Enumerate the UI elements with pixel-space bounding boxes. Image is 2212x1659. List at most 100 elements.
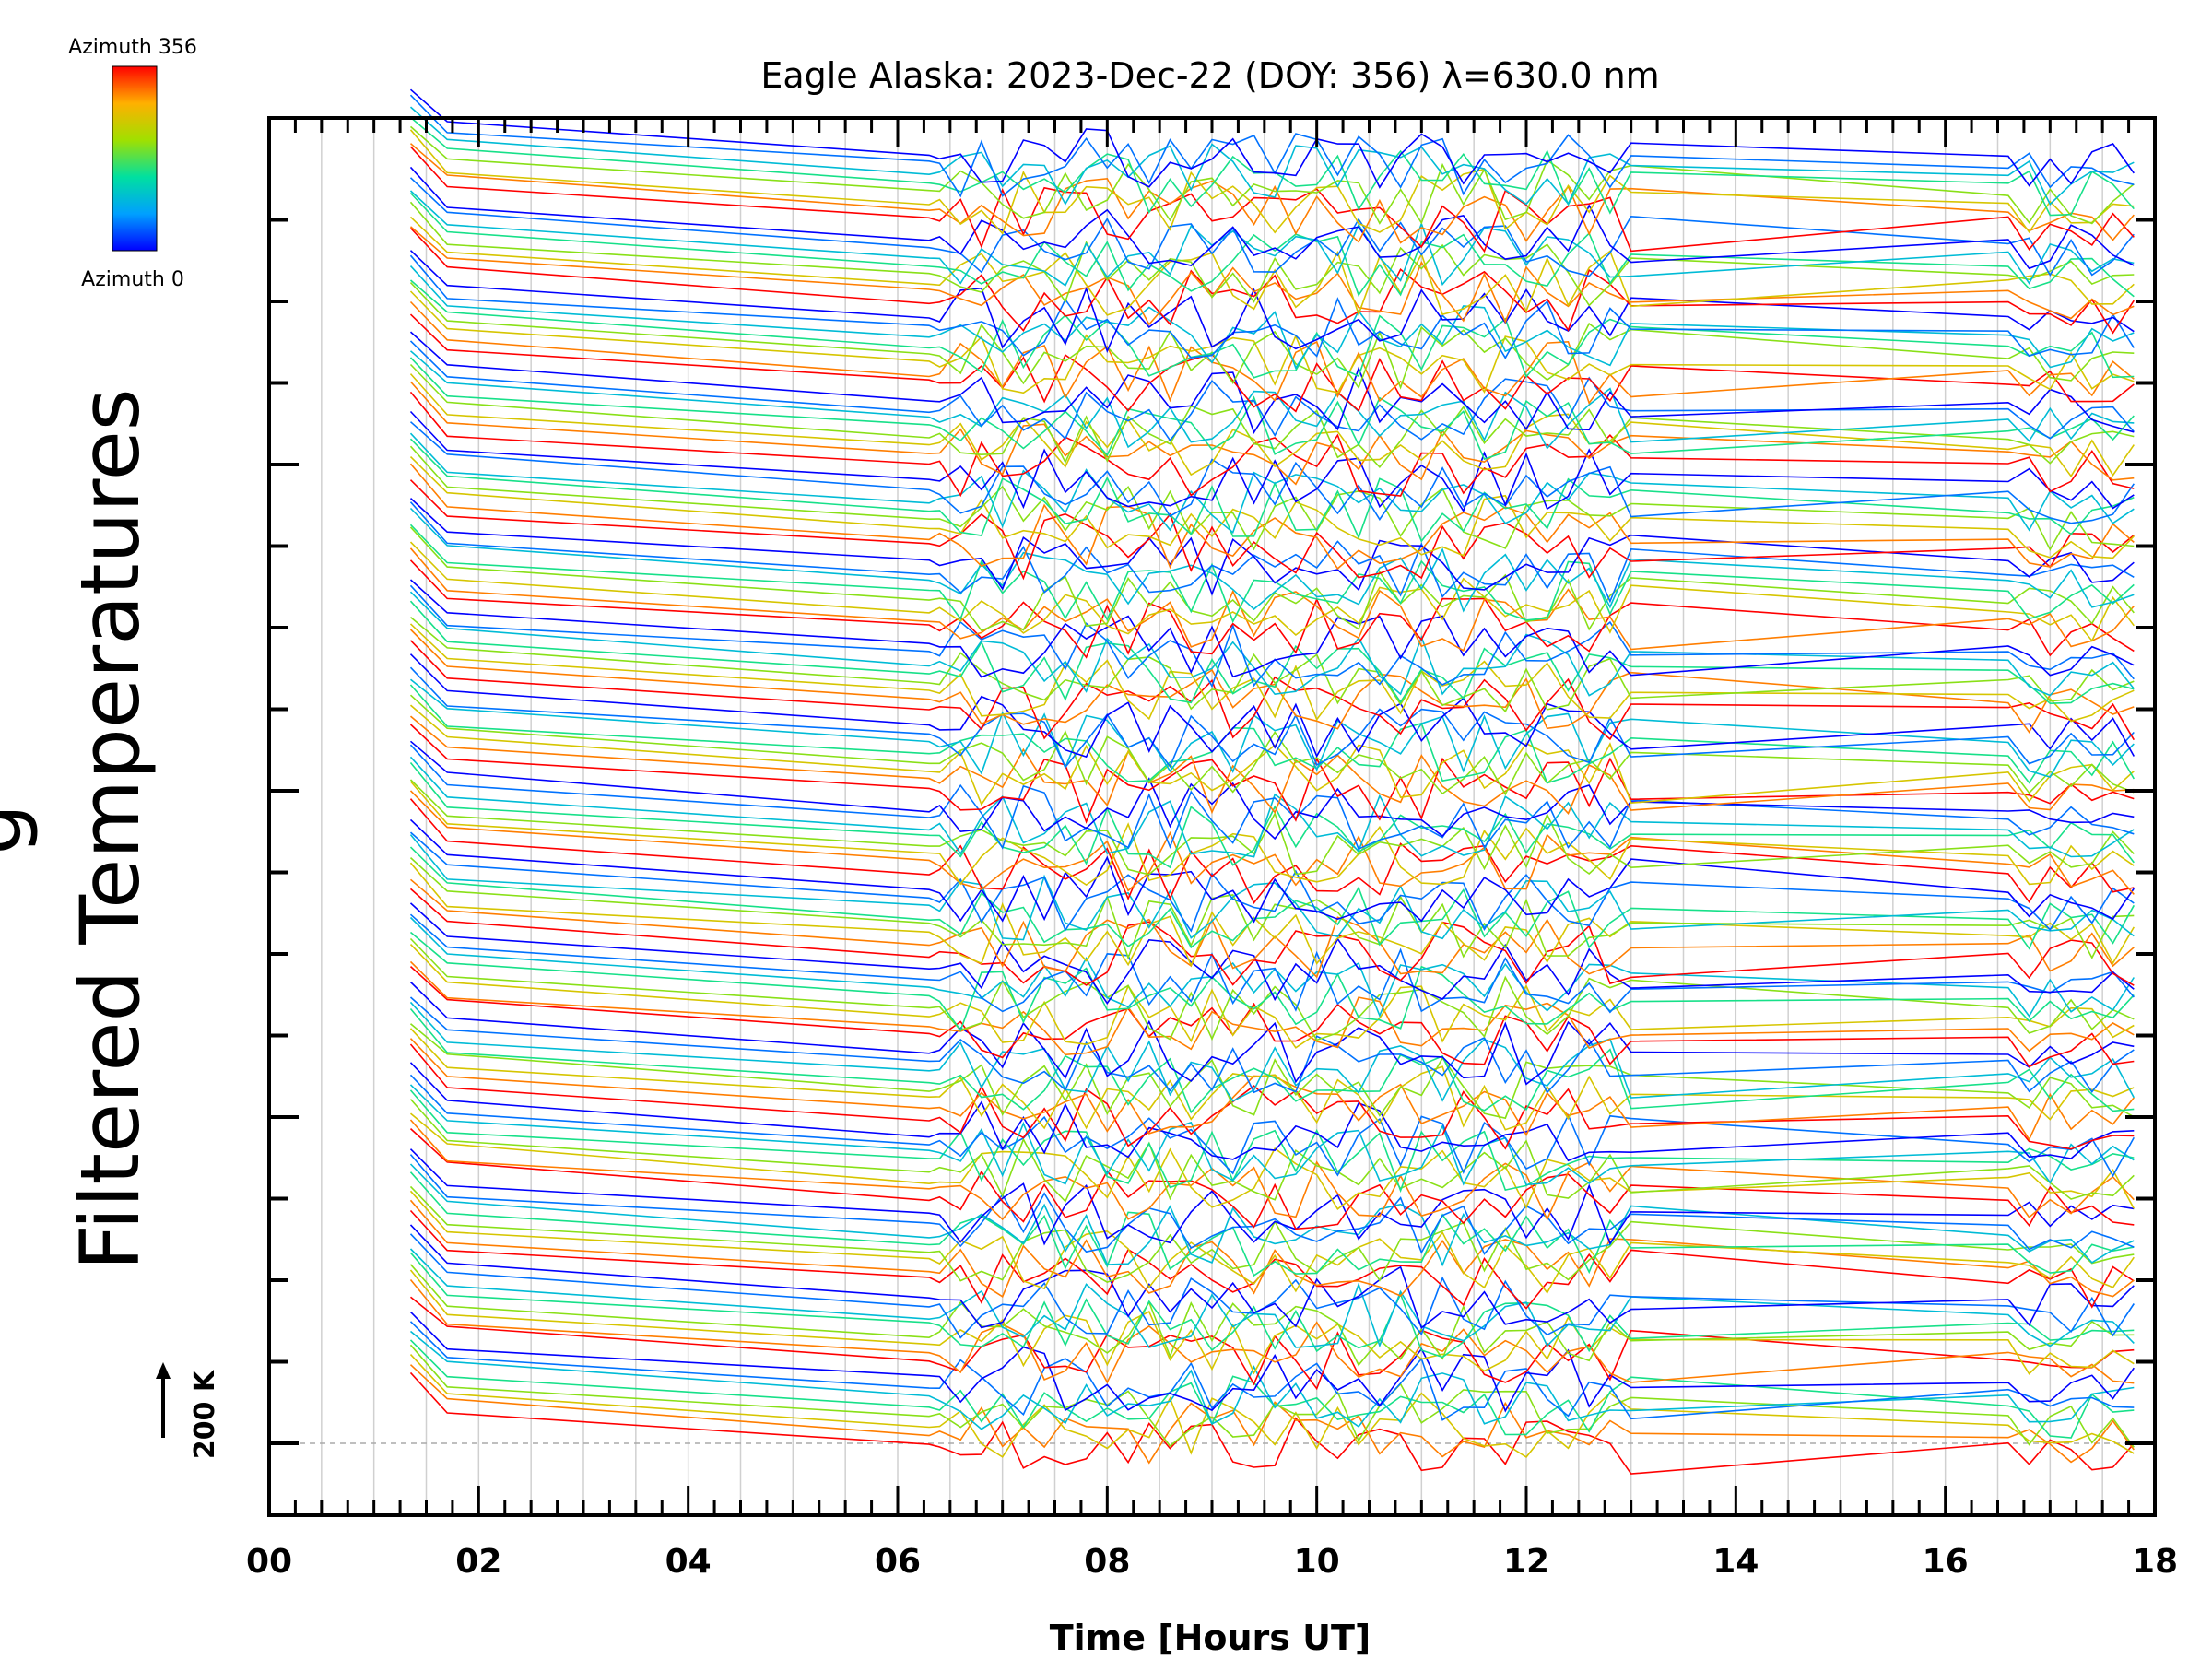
series-line	[409, 1148, 2135, 1246]
series-line	[409, 779, 2135, 876]
series-line	[409, 526, 2135, 632]
series-line	[409, 1264, 2135, 1367]
series-line	[409, 313, 2135, 413]
series-line	[409, 456, 2135, 559]
series-line	[409, 756, 2135, 858]
series-line	[409, 559, 2135, 659]
series-line	[409, 781, 2135, 887]
series-line	[409, 410, 2135, 513]
series-line	[409, 744, 2135, 851]
series-line	[409, 1038, 2135, 1141]
series-line	[409, 1001, 2136, 1102]
series-line	[409, 94, 2135, 198]
series-line	[409, 166, 2135, 270]
series-line	[409, 913, 2135, 1014]
series-line	[409, 250, 2135, 354]
series-line	[409, 146, 2135, 253]
series-line	[409, 960, 2135, 1056]
series-line	[409, 1233, 2135, 1339]
series-line	[409, 684, 2135, 784]
series-line	[409, 1224, 2135, 1330]
series-line	[409, 1278, 2135, 1384]
series-line	[409, 254, 2135, 359]
series-line	[409, 265, 2135, 370]
series-line	[409, 1163, 2135, 1267]
series-line	[409, 192, 2135, 298]
series-line	[409, 694, 2135, 796]
series-line	[409, 1364, 2135, 1465]
series-line	[409, 177, 2135, 277]
series-line	[409, 818, 2135, 924]
series-line	[409, 524, 2135, 624]
y-axis-label: Filtered Temperatures	[63, 388, 158, 1270]
x-tick-label: 02	[455, 1543, 501, 1581]
series-line	[409, 432, 2135, 535]
x-axis-label: Time [Hours UT]	[1050, 1618, 1371, 1658]
series-line	[409, 1269, 2135, 1375]
azimuth-colorbar	[112, 65, 158, 252]
series-line	[409, 1311, 2135, 1413]
series-line	[409, 740, 2135, 841]
x-tick-label: 16	[1923, 1543, 1969, 1581]
series-line	[409, 363, 2135, 469]
scale-bar-arrowhead	[156, 1362, 171, 1379]
series-line	[409, 916, 2135, 1018]
series-line	[409, 666, 2135, 769]
series-line	[409, 463, 2135, 571]
series-line	[409, 704, 2135, 806]
series-line	[409, 88, 2135, 189]
x-tick-label: 10	[1294, 1543, 1340, 1581]
series-line	[409, 1171, 2135, 1277]
series-line	[409, 653, 2135, 759]
series-line	[409, 1321, 2135, 1421]
series-line	[409, 340, 2135, 442]
azimuth-legend: Azimuth 356 Azimuth 0	[68, 36, 197, 291]
legend-bottom-label: Azimuth 0	[81, 268, 184, 291]
series-line	[409, 846, 2135, 950]
series-line	[409, 1185, 2135, 1283]
series-line	[409, 445, 2135, 551]
series-line	[409, 579, 2135, 678]
series-line	[409, 1154, 2135, 1255]
x-tick-label: 12	[1503, 1543, 1549, 1581]
series-line	[409, 888, 2135, 986]
x-tick-label: 18	[2132, 1543, 2178, 1581]
series-line	[409, 438, 2135, 543]
series-line	[409, 1252, 2135, 1359]
series-line	[409, 1099, 2135, 1203]
series-line	[409, 1339, 2135, 1439]
series-line	[409, 761, 2135, 869]
series-line	[410, 678, 2135, 778]
series-line	[409, 616, 2135, 713]
series-line	[409, 106, 2135, 206]
scale-bar-label: 200 K	[189, 1369, 221, 1459]
series-line	[409, 1007, 2135, 1114]
series-line	[409, 1119, 2135, 1221]
series-line	[409, 1062, 2135, 1162]
series-line	[409, 981, 2135, 1086]
y-axis-label-partial: g	[0, 804, 40, 855]
series-line	[409, 600, 2135, 705]
series-line	[409, 190, 2135, 287]
series-line	[409, 944, 2135, 1049]
series-line	[409, 1089, 2135, 1194]
series-line	[409, 226, 2135, 326]
series-line	[409, 216, 2135, 317]
series-line	[409, 629, 2135, 734]
series-line	[409, 290, 2135, 394]
x-tick-labels: 00 02 04 06 08 10 12 14 16 18	[246, 1543, 2178, 1581]
series-line	[409, 227, 2135, 335]
series-line	[409, 798, 2135, 905]
series-line	[409, 996, 2135, 1094]
series-line	[409, 1209, 2135, 1310]
series-line	[409, 381, 2135, 486]
series-line	[409, 391, 2135, 498]
series-line	[409, 547, 2135, 652]
series-lines	[409, 88, 2136, 1475]
series-line	[409, 479, 2135, 581]
series-line	[409, 541, 2135, 642]
x-tick-label: 00	[246, 1543, 292, 1581]
series-line	[409, 834, 2135, 941]
series-line	[409, 931, 2135, 1032]
legend-top-label: Azimuth 356	[68, 36, 197, 59]
